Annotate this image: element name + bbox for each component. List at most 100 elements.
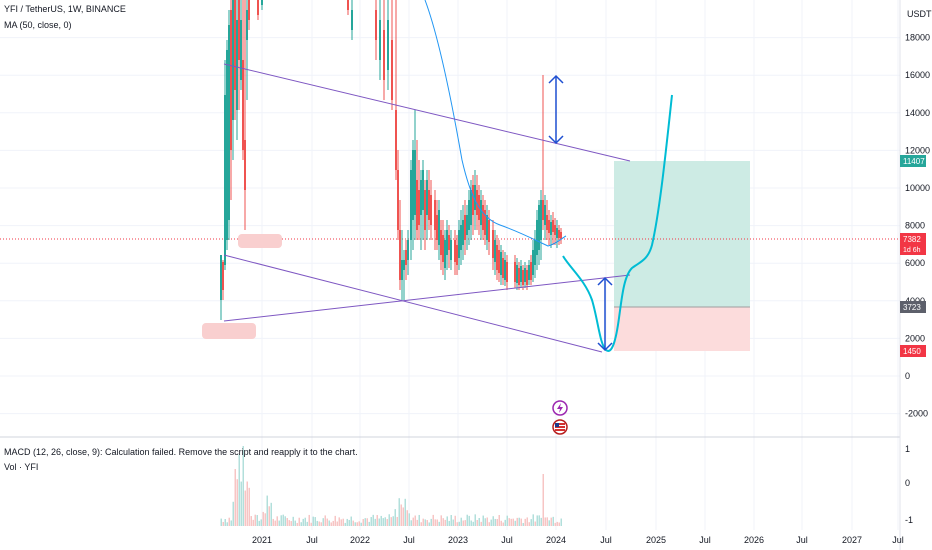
volume-bar — [502, 522, 504, 526]
volume-bar — [366, 518, 368, 526]
lightning-icon[interactable] — [552, 400, 568, 416]
grid — [0, 0, 900, 530]
volume-bar — [398, 498, 400, 526]
candle-body — [516, 265, 518, 283]
macd-axis[interactable]: 1 0 -1 — [905, 444, 913, 525]
volume-bar — [538, 515, 540, 526]
candle-body — [222, 262, 224, 290]
volume-bar — [430, 518, 432, 526]
volume-bar — [416, 519, 418, 526]
volume-bar — [294, 520, 296, 526]
volume-bar — [482, 515, 484, 526]
volume-bar — [460, 517, 462, 526]
candle-body — [484, 210, 486, 235]
candle-body — [440, 230, 442, 255]
volume-bar — [238, 454, 240, 526]
candle-body — [420, 180, 422, 215]
time-tick-label: Jul — [403, 535, 415, 545]
candle-body — [474, 185, 476, 210]
volume-bar — [316, 520, 318, 526]
volume-bar — [224, 519, 226, 526]
time-axis[interactable]: 2021 Jul 2022 Jul 2023 Jul 2024 Jul 2025 Jul 2026 J… — [252, 535, 904, 545]
volume-bar — [288, 520, 290, 526]
price-badge-label: 7382 — [903, 235, 921, 244]
candle-body — [450, 240, 452, 260]
price-tick-label: 8000 — [905, 221, 925, 231]
candle-body — [560, 232, 562, 239]
candle-body — [476, 190, 478, 215]
candle-body — [424, 190, 426, 230]
target-zone[interactable] — [614, 161, 750, 307]
volume-bar — [308, 514, 310, 526]
candle-body — [351, 10, 353, 30]
volume-bar — [452, 519, 454, 526]
price-tick-label: -2000 — [905, 409, 928, 419]
volume-bar — [432, 514, 434, 526]
volume-bar — [252, 519, 254, 526]
candle-body — [550, 222, 552, 235]
volume-bar — [514, 520, 516, 526]
vol-legend[interactable]: Vol · YFI — [4, 462, 39, 472]
volume-bar — [304, 517, 306, 526]
volume-bar — [370, 517, 372, 526]
candle-body — [434, 200, 436, 230]
candle-body — [430, 195, 432, 225]
candle-body — [518, 268, 520, 285]
volume-bar — [364, 518, 366, 526]
candle-body — [492, 230, 494, 258]
price-axis[interactable]: 18000 16000 14000 12000 10000 8000 6000 4000 200… — [905, 33, 930, 419]
price-badges: 11407 7382 1d 6h 3723 1450 — [900, 155, 926, 357]
volume-bar — [276, 516, 278, 526]
candle-body — [528, 265, 530, 280]
volume-bar — [550, 517, 552, 526]
volume-bar — [234, 469, 236, 526]
currency-label[interactable]: USDT — [907, 9, 932, 19]
volume-bar — [312, 516, 314, 526]
volume-bar — [220, 518, 222, 526]
candle-body — [556, 228, 558, 238]
volume-bar — [444, 519, 446, 526]
volume-bar — [352, 520, 354, 526]
volume-bar — [440, 515, 442, 526]
ma-line — [424, 0, 567, 247]
volume-bar — [472, 521, 474, 526]
candle-body — [524, 268, 526, 282]
volume-bar — [372, 514, 374, 526]
volume-bar — [456, 522, 458, 526]
volume-bar — [526, 517, 528, 526]
candle-body — [536, 220, 538, 255]
volume-bar — [260, 519, 262, 526]
macd-legend[interactable]: MACD (12, 26, close, 9): Calculation fai… — [4, 447, 358, 457]
candle-body — [228, 25, 230, 220]
price-tick-label: 6000 — [905, 258, 925, 268]
candle-body — [238, 0, 240, 60]
candle-body — [486, 215, 488, 240]
volume-bar — [350, 516, 352, 526]
volume-bar — [228, 517, 230, 526]
volume-bar — [322, 518, 324, 526]
volume-bar — [406, 510, 408, 526]
volume-bar — [330, 522, 332, 526]
stop-zone[interactable] — [614, 307, 750, 351]
volume-bar — [418, 514, 420, 526]
volume-bar — [490, 519, 492, 526]
volume-bar — [480, 521, 482, 526]
volume-bar — [296, 522, 298, 526]
volume-bar — [412, 517, 414, 526]
volume-bar — [334, 515, 336, 526]
volume-bar — [336, 521, 338, 526]
volume-bar — [274, 520, 276, 526]
candle-body — [554, 225, 556, 235]
time-tick-label: Jul — [892, 535, 904, 545]
volume-bar — [428, 522, 430, 526]
candle-body — [395, 110, 397, 170]
volume-bar — [518, 517, 520, 526]
volume-bar — [222, 521, 224, 526]
volume-bar — [476, 519, 478, 526]
ma-legend[interactable]: MA (50, close, 0) — [4, 20, 72, 30]
candle-body — [414, 150, 416, 215]
symbol-title[interactable]: YFI / TetherUS, 1W, BINANCE — [4, 4, 126, 14]
us-flag-icon[interactable] — [552, 419, 568, 435]
volume-bar — [394, 509, 396, 526]
